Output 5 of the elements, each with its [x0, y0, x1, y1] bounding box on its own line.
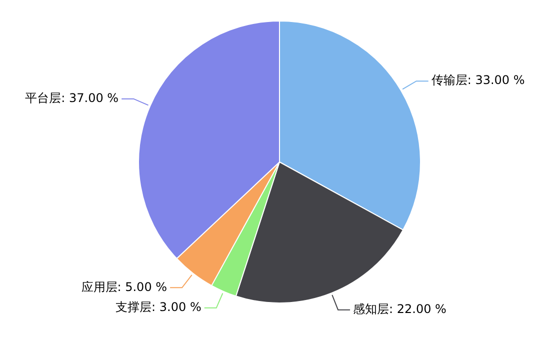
slice-label: 支撑层: 3.00 % — [116, 300, 202, 314]
slice-label: 平台层: 37.00 % — [25, 90, 119, 105]
slice-label: 感知层: 22.00 % — [353, 302, 446, 316]
slice-label: 应用层: 5.00 % — [81, 280, 168, 294]
slice-label: 传输层: 33.00 % — [431, 73, 525, 88]
